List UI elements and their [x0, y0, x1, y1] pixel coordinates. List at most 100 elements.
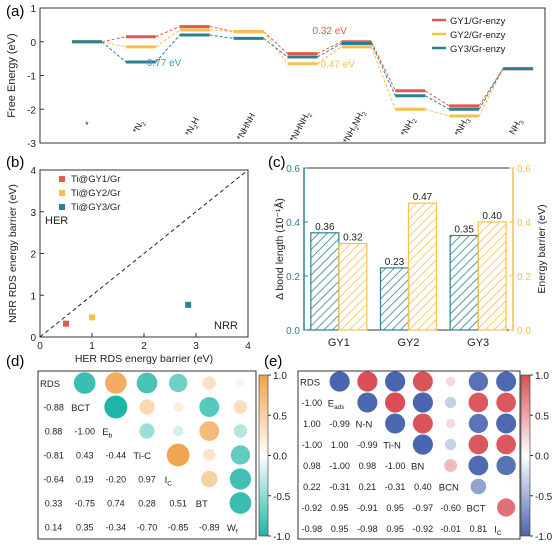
colorbar-tick-label-e: 1.0: [535, 371, 549, 382]
legend-swatch-b: [59, 176, 65, 182]
correlation-circle-d: [139, 399, 155, 415]
bar-bond-length: [449, 234, 479, 331]
panel-b-scatter-chart: 0 1 2 3 4 0 1 2 3 4 HER RDS energy barrier (eV) NRR…: [7, 166, 251, 365]
correlation-circle-e: [385, 392, 406, 413]
correlation-value-e: 0.98: [359, 461, 377, 471]
diagonal-label-d: Eb: [102, 427, 112, 440]
colorbar-tick-label-d: 0.5: [273, 411, 287, 422]
correlation-circle-e: [412, 413, 433, 434]
left-tick-label-c: 0.6: [286, 164, 300, 175]
connector-gy2: [209, 29, 234, 33]
correlation-circle-e: [412, 392, 433, 413]
correlation-circle-e: [468, 413, 488, 434]
correlation-circle-d: [166, 443, 190, 467]
x-tick-label-b: 1: [89, 341, 95, 352]
correlation-value-d: 0.51: [169, 499, 187, 509]
correlation-value-e: -0.91: [357, 503, 378, 513]
correlation-circle-e: [470, 478, 487, 495]
bar-value-label-c: 0.36: [315, 222, 335, 233]
diagonal-label-e: RDS: [300, 378, 320, 389]
correlation-value-d: -0.64: [43, 475, 64, 485]
x-tick-label-b: 2: [141, 341, 147, 352]
connector-gy1: [425, 90, 450, 107]
panel-c-bar-chart: 0.0 0.0 0.2 0.2 0.4 0.4 0.6 0.6 Δ bond length (1…: [273, 164, 548, 349]
correlation-value-d: -0.20: [106, 475, 127, 485]
y-tick-label-a: 1: [30, 4, 36, 15]
correlation-value-e: -0.99: [357, 440, 378, 450]
correlation-circle-e: [468, 392, 489, 413]
y-tick-label-b: 0: [30, 333, 36, 344]
correlation-value-e: -1.00: [302, 398, 323, 408]
y-axis-label-b: NRR RDS energy barrier (eV): [7, 184, 19, 323]
correlation-circle-e: [445, 396, 457, 409]
correlation-value-e: -1.00: [385, 461, 406, 471]
correlation-circle-e: [385, 371, 406, 392]
region-label-nrr: NRR: [214, 320, 238, 332]
diagonal-label-d: BT: [196, 499, 208, 510]
scatter-point: [185, 301, 192, 308]
correlation-circle-e: [357, 392, 378, 413]
y-tick-label-a: -1: [27, 72, 36, 83]
diagonal-label-e: Ti-N: [383, 441, 401, 452]
correlation-circle-e: [496, 392, 516, 413]
connector-gy3: [317, 43, 342, 58]
x-tick-label-b: 0: [37, 341, 43, 352]
correlation-value-e: 0.95: [331, 524, 349, 534]
connector-gy1: [101, 36, 126, 43]
panel-label-e: (e): [264, 353, 282, 370]
y-tick-label-b: 1: [30, 291, 36, 302]
correlation-circle-e: [496, 455, 516, 476]
correlation-value-e: -0.99: [329, 419, 350, 429]
panel-a-free-energy-chart: 1 0 -1 -2 -3 Free Energy (eV) * *N2 *N2H *NHNH *NH…: [6, 4, 546, 150]
right-tick-label-c: 0.6: [517, 164, 531, 175]
heatmap-frame-d: [37, 370, 257, 540]
correlation-circle-e: [444, 459, 458, 472]
colorbar-tick-label-d: -0.5: [273, 492, 291, 503]
connector-gy2: [425, 108, 450, 117]
correlation-circle-d: [229, 492, 252, 514]
right-tick-label-c: 0.2: [517, 272, 531, 283]
correlation-circle-e: [445, 438, 457, 451]
correlation-circle-e: [357, 371, 378, 392]
legend-label-b: Ti@GY1/Gr: [71, 174, 120, 185]
y-tick-label-b: 4: [30, 166, 36, 177]
correlation-circle-d: [199, 421, 220, 441]
correlation-circle-e: [468, 371, 489, 392]
correlation-value-e: 1.00: [331, 440, 349, 450]
connector-gy3: [425, 95, 450, 110]
connector-gy1: [370, 41, 396, 91]
connector-gy1: [317, 41, 342, 55]
bar-bond-length: [379, 267, 410, 331]
correlation-value-e: 0.81: [470, 524, 488, 534]
correlation-value-d: 0.88: [45, 427, 63, 437]
x-category-label-c: GY3: [467, 337, 489, 349]
correlation-value-e: -0.97: [413, 503, 434, 513]
colorbar-tick-label-d: 0.0: [273, 452, 287, 463]
panel-label-b: (b): [6, 154, 24, 171]
bar-value-label-c: 0.32: [343, 233, 363, 244]
correlation-circle-e: [468, 434, 489, 455]
bar-value-label-c: 0.23: [385, 257, 405, 268]
x-tick-label-b: 4: [245, 341, 251, 352]
correlation-value-e: 0.95: [331, 503, 349, 513]
annotation-gy2: 0.47 eV: [321, 60, 356, 71]
correlation-circle-e: [496, 371, 517, 392]
correlation-value-e: -0.31: [329, 482, 350, 492]
x-category-label-a: *NH2NH2: [341, 108, 369, 146]
correlation-circle-d: [201, 470, 218, 488]
annotation-gy1: 0.32 eV: [313, 26, 348, 37]
x-category-label-a: *NH3: [452, 115, 473, 139]
correlation-value-e: -0.92: [302, 503, 323, 513]
bar-value-label-c: 0.40: [482, 211, 502, 222]
y-tick-label-a: -2: [27, 105, 36, 116]
correlation-circle-d: [230, 445, 251, 465]
correlation-value-d: 0.35: [76, 523, 94, 533]
x-category-label-a: NH3: [507, 116, 526, 137]
panel-d-correlation-heatmap: RDS -0.88 BCT 0.88 -1.00 Eb -0.81 0.43 -0.44 Ti-C…: [37, 370, 291, 543]
diagonal-label-d: IC: [165, 475, 173, 488]
panel-label-c: (c): [268, 154, 286, 171]
x-category-label-a: *NHNH2: [288, 109, 315, 144]
correlation-value-d: 0.97: [138, 475, 156, 485]
correlation-value-d: 0.43: [76, 451, 94, 461]
correlation-circle-d: [203, 448, 216, 462]
